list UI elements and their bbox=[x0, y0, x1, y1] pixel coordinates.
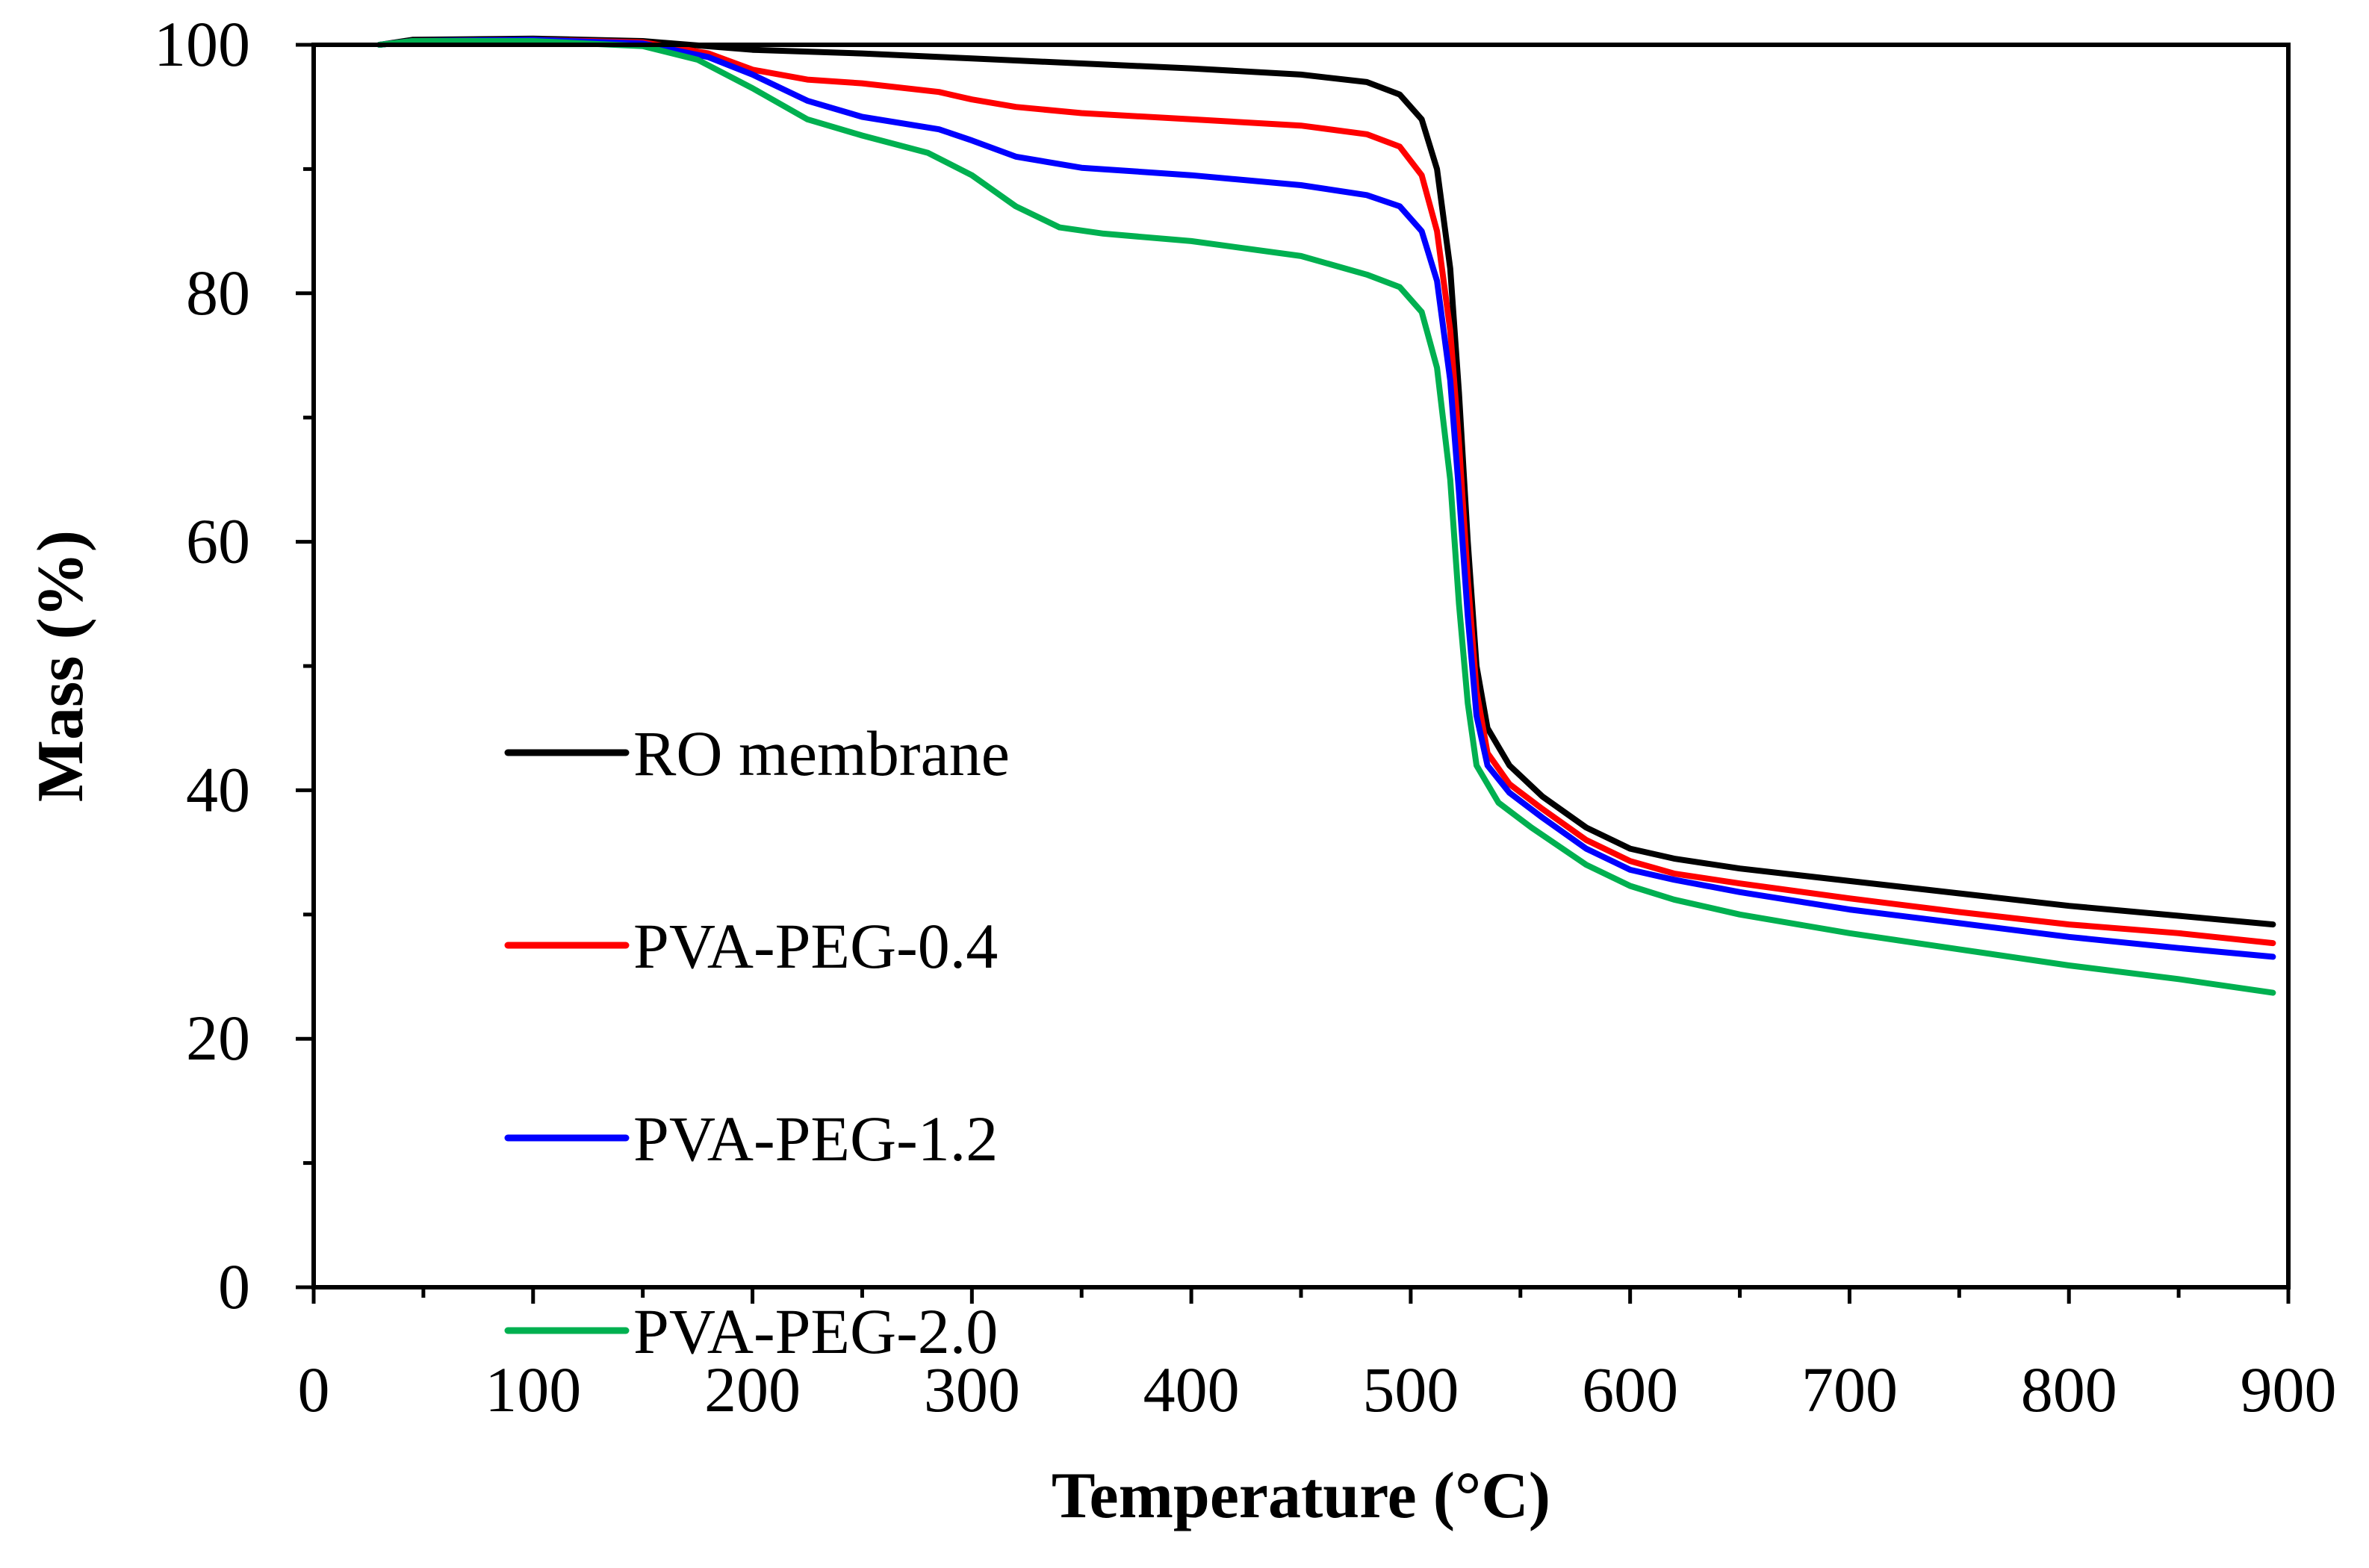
y-tick-label: 100 bbox=[154, 8, 250, 80]
y-tick-label: 20 bbox=[186, 1002, 250, 1074]
y-axis-title: Mass (%) bbox=[25, 530, 97, 802]
x-tick-label: 200 bbox=[704, 1354, 801, 1425]
x-axis-title: Temperature (°C) bbox=[1052, 1460, 1550, 1532]
x-tick-label: 900 bbox=[2241, 1354, 2337, 1425]
series-line-1 bbox=[376, 37, 2276, 947]
y-tick-label: 0 bbox=[218, 1251, 250, 1322]
legend-label-1: PVA-PEG-0.4 bbox=[633, 910, 998, 982]
x-tick-label: 700 bbox=[1801, 1354, 1898, 1425]
x-tick-label: 100 bbox=[485, 1354, 581, 1425]
legend-label-0: RO membrane bbox=[633, 718, 1010, 789]
series-layer bbox=[376, 35, 2276, 996]
x-axis-tick-labels: 0 100 200 300 400 500 600 700 800 900 bbox=[298, 1354, 2337, 1425]
x-tick-label: 600 bbox=[1582, 1354, 1678, 1425]
y-tick-label: 80 bbox=[186, 257, 250, 329]
series-line-3 bbox=[376, 38, 2276, 996]
x-tick-label: 500 bbox=[1362, 1354, 1459, 1425]
axis-ticks bbox=[296, 43, 2291, 1304]
legend-label-3: PVA-PEG-2.0 bbox=[633, 1295, 998, 1367]
x-tick-label: 0 bbox=[298, 1354, 330, 1425]
y-tick-label: 40 bbox=[186, 753, 250, 825]
y-tick-label: 60 bbox=[186, 505, 250, 577]
series-line-2 bbox=[376, 37, 2276, 960]
legend-label-2: PVA-PEG-1.2 bbox=[633, 1103, 998, 1175]
y-axis-tick-labels: 0 20 40 60 80 100 bbox=[154, 8, 250, 1322]
x-tick-label: 400 bbox=[1143, 1354, 1240, 1425]
x-tick-label: 300 bbox=[924, 1354, 1020, 1425]
chart-legend: RO membrane PVA-PEG-0.4 PVA-PEG-1.2 PVA-PEG… bbox=[504, 718, 1010, 1367]
x-tick-label: 800 bbox=[2021, 1354, 2117, 1425]
series-line-0 bbox=[376, 35, 2276, 928]
